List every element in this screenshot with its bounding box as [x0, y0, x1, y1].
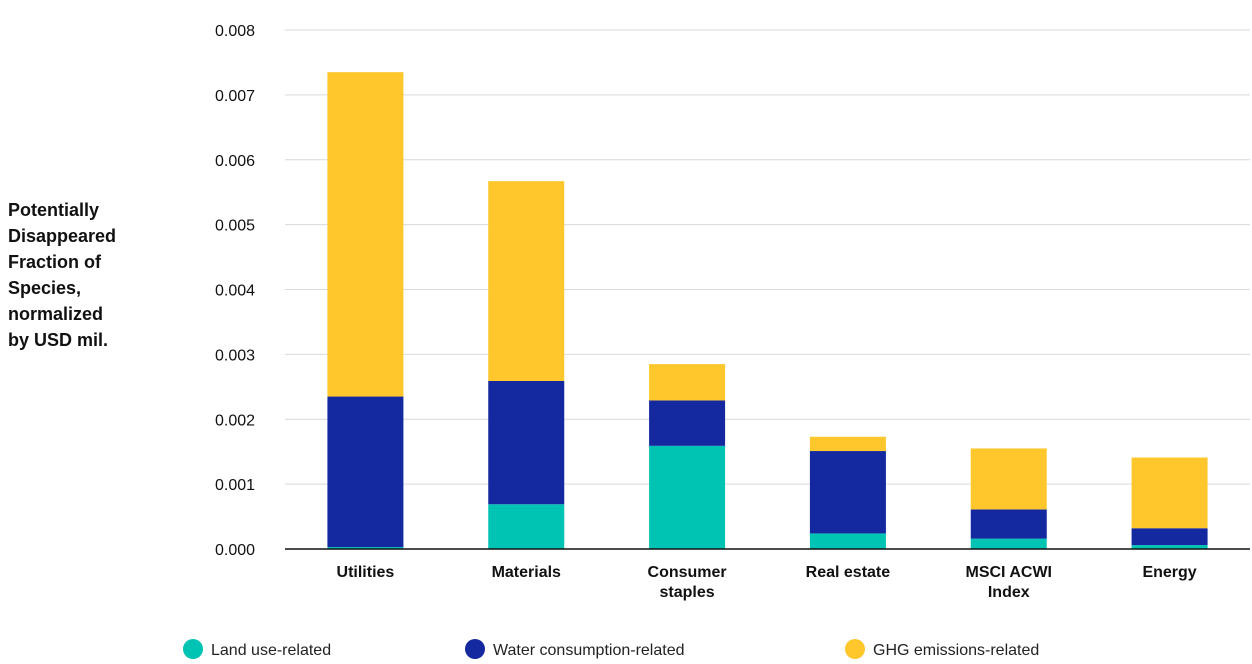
y-tick-label: 0.002: [215, 412, 255, 429]
legend: Land use-related Water consumption-relate…: [183, 639, 1039, 659]
bar-segment: [649, 364, 726, 401]
y-tick-label: 0.004: [215, 283, 255, 300]
bar-segment: [1131, 528, 1208, 546]
legend-swatch: [465, 639, 485, 659]
x-category-label: Materials: [492, 564, 561, 581]
bar-segment: [488, 380, 565, 505]
y-tick-label: 0.008: [215, 23, 255, 40]
bar-segment: [970, 538, 1047, 549]
bar-segment: [809, 451, 886, 534]
x-axis-categories: Utilities Materials Consumer staples Real es…: [337, 564, 1197, 601]
x-category-label: Real estate: [806, 564, 891, 581]
y-axis-ticks: 0.000 0.001 0.002 0.003 0.004 0.005 0.006 0.007…: [215, 23, 255, 559]
bar-segment: [970, 509, 1047, 539]
bar-segment: [649, 445, 726, 549]
bar-segment: [327, 396, 404, 548]
y-axis-label: Potentially Disappeared Fraction of Species…: [8, 200, 116, 350]
y-tick-label: 0.007: [215, 88, 255, 105]
x-category-label: Energy: [1142, 564, 1196, 581]
bar-segment: [1131, 457, 1208, 529]
y-tick-label: 0.001: [215, 477, 255, 494]
bars: [327, 72, 1208, 549]
x-category-label: MSCI ACWI Index: [965, 564, 1052, 601]
y-tick-label: 0.003: [215, 347, 255, 364]
bar-segment: [809, 436, 886, 452]
legend-label: Land use-related: [211, 642, 331, 659]
y-tick-label: 0.005: [215, 218, 255, 235]
x-category-label: Utilities: [337, 564, 395, 581]
y-tick-label: 0.006: [215, 153, 255, 170]
bar-segment: [327, 547, 404, 549]
bar-segment: [327, 72, 404, 397]
legend-label: GHG emissions-related: [873, 642, 1039, 659]
gridlines: [285, 29, 1250, 485]
bar-segment: [488, 181, 565, 381]
legend-swatch: [183, 639, 203, 659]
x-category-label: Consumer staples: [648, 564, 727, 601]
legend-swatch: [845, 639, 865, 659]
bar-segment: [1131, 545, 1208, 549]
bar-segment: [970, 448, 1047, 510]
legend-label: Water consumption-related: [493, 642, 685, 659]
y-tick-label: 0.000: [215, 542, 255, 559]
bar-segment: [649, 400, 726, 446]
bar-segment: [809, 533, 886, 549]
bar-segment: [488, 504, 565, 549]
